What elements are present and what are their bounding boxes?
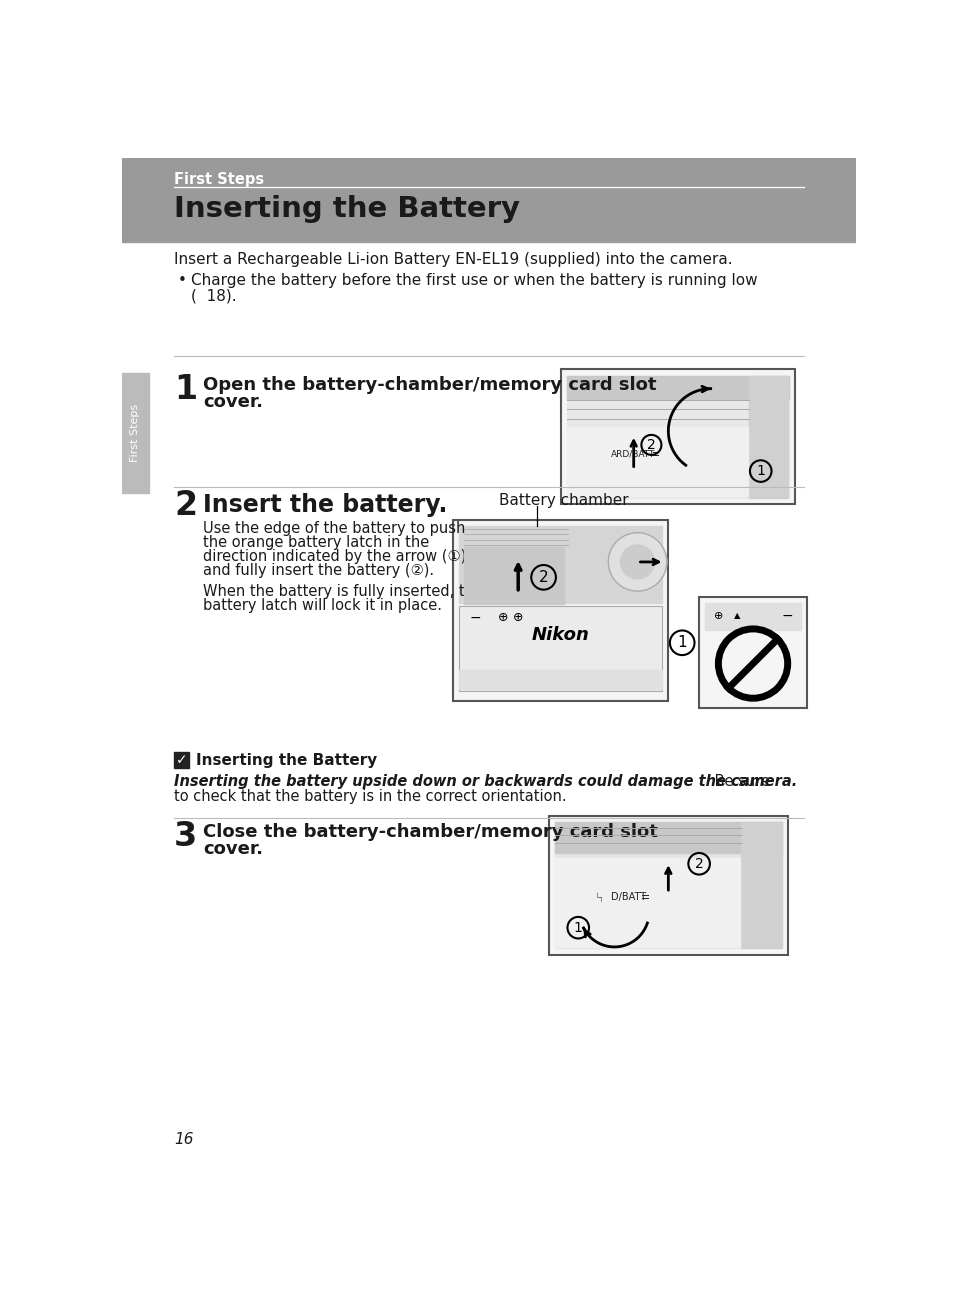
Text: 1: 1 (573, 921, 582, 934)
Text: ⊕: ⊕ (713, 611, 722, 620)
Text: −: − (470, 611, 481, 624)
Bar (566, 376, 788, 398)
Text: Nikon: Nikon (531, 625, 589, 644)
Text: 2: 2 (646, 438, 655, 452)
Text: Be sure: Be sure (709, 774, 769, 788)
Bar (458, 606, 661, 691)
Text: 16: 16 (173, 1131, 193, 1147)
Text: Battery chamber: Battery chamber (498, 493, 628, 507)
Circle shape (620, 545, 654, 579)
Bar (464, 547, 564, 604)
Bar (740, 823, 781, 949)
Text: Inserting the Battery: Inserting the Battery (173, 194, 519, 222)
Text: ⊕: ⊕ (513, 611, 523, 624)
Bar (555, 823, 781, 949)
Circle shape (608, 532, 666, 591)
Text: Insert a Rechargeable Li-ion Battery EN-EL19 (supplied) into the camera.: Insert a Rechargeable Li-ion Battery EN-… (173, 251, 732, 267)
Text: First Steps: First Steps (173, 172, 264, 187)
Text: Inserting the battery upside down or backwards could damage the camera.: Inserting the battery upside down or bac… (173, 774, 797, 788)
Text: cover.: cover. (203, 840, 263, 858)
Text: to check that the battery is in the correct orientation.: to check that the battery is in the corr… (173, 790, 566, 804)
Text: └┐: └┐ (595, 892, 604, 901)
Text: −: − (781, 608, 793, 623)
Bar (458, 526, 661, 603)
Text: 2: 2 (173, 489, 197, 522)
Bar (560, 369, 795, 505)
Text: ▲: ▲ (734, 611, 740, 620)
Text: Open the battery-chamber/memory card slot: Open the battery-chamber/memory card slo… (203, 376, 656, 394)
Text: 3: 3 (173, 820, 197, 853)
Text: and fully insert the battery (②).: and fully insert the battery (②). (203, 562, 434, 578)
Text: Use the edge of the battery to push: Use the edge of the battery to push (203, 522, 465, 536)
Text: ⊕: ⊕ (497, 611, 508, 624)
Bar (548, 816, 787, 955)
Text: D/BATT: D/BATT (610, 892, 645, 901)
Bar (458, 670, 661, 689)
Text: Close the battery-chamber/memory card slot: Close the battery-chamber/memory card sl… (203, 823, 658, 841)
Bar (555, 823, 781, 853)
Text: ARD/BATT: ARD/BATT (610, 449, 655, 459)
Text: direction indicated by the arrow (①): direction indicated by the arrow (①) (203, 549, 466, 564)
Text: Charge the battery before the first use or when the battery is running low: Charge the battery before the first use … (191, 273, 757, 288)
Bar (566, 427, 747, 497)
Text: cover.: cover. (203, 393, 263, 411)
Bar (121, 158, 856, 242)
Bar (173, 752, 190, 767)
Text: 1: 1 (677, 635, 686, 650)
Text: Inserting the Battery: Inserting the Battery (195, 753, 376, 767)
Bar (555, 858, 740, 947)
Text: battery latch will lock it in place.: battery latch will lock it in place. (203, 598, 442, 614)
Bar (453, 519, 668, 700)
Text: (  18).: ( 18). (191, 289, 236, 304)
Bar (121, 373, 149, 493)
Text: 2: 2 (694, 857, 702, 871)
Bar (704, 603, 800, 629)
Text: 1: 1 (173, 373, 197, 406)
Text: 1: 1 (756, 464, 764, 478)
Text: •: • (177, 273, 187, 288)
Text: When the battery is fully inserted, the: When the battery is fully inserted, the (203, 585, 483, 599)
Text: Insert the battery.: Insert the battery. (203, 493, 447, 516)
Text: ✓: ✓ (175, 753, 188, 767)
Text: the orange battery latch in the: the orange battery latch in the (203, 535, 429, 551)
Bar (566, 376, 788, 498)
Bar (699, 597, 806, 708)
Text: 2: 2 (538, 570, 548, 585)
Text: First Steps: First Steps (130, 405, 139, 463)
Bar (748, 376, 787, 498)
